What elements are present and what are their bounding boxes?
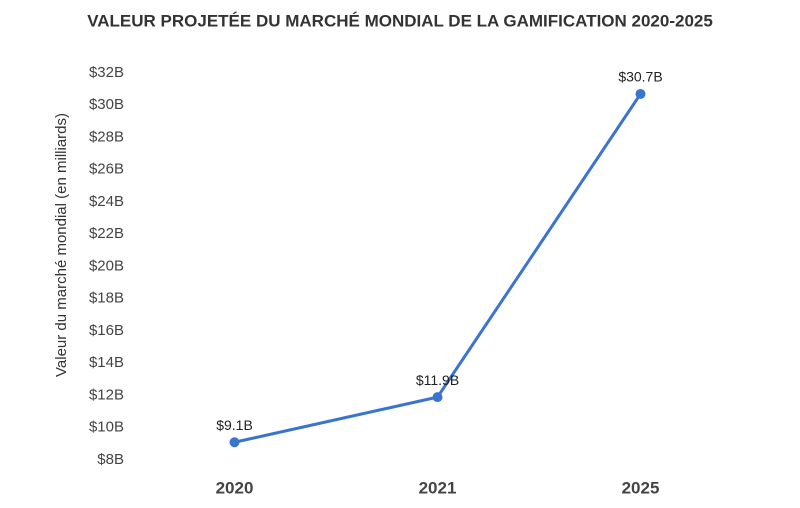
y-tick-label: $24B [89, 193, 124, 210]
y-tick-label: $18B [89, 290, 124, 307]
y-tick-label: $8B [97, 451, 124, 468]
y-tick-label: $10B [89, 419, 124, 436]
value-label: $11.9B [416, 372, 459, 388]
y-tick-label: $32B [89, 64, 124, 81]
y-axis-label: Valeur du marché mondial (en milliards) [53, 113, 70, 377]
y-tick-label: $30B [89, 96, 124, 113]
y-tick-label: $20B [89, 257, 124, 274]
chart-title: VALEUR PROJETÉE DU MARCHÉ MONDIAL DE LA … [87, 11, 713, 30]
x-tick-label: 2025 [622, 478, 660, 497]
x-tick-label: 2020 [216, 478, 254, 497]
point [432, 392, 443, 403]
x-tick-label: 2021 [419, 478, 457, 497]
y-tick-label: $26B [89, 161, 124, 178]
y-tick-label: $22B [89, 225, 124, 242]
y-tick-label: $28B [89, 128, 124, 145]
value-label: $9.1B [216, 417, 253, 433]
y-tick-label: $12B [89, 386, 124, 403]
point [635, 88, 646, 99]
y-tick-label: $16B [89, 322, 124, 339]
line [234, 93, 642, 444]
value-label: $30.7B [618, 69, 662, 85]
point [229, 437, 240, 448]
y-tick-label: $14B [89, 354, 124, 371]
